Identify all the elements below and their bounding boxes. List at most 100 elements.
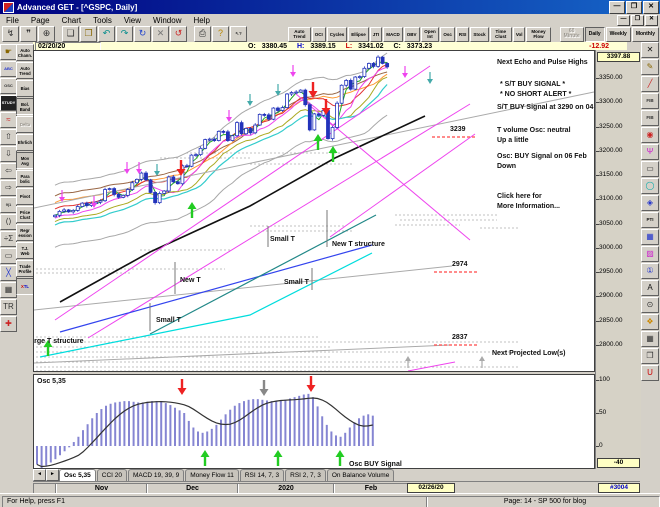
wave-labels-icon[interactable]: ABC — [0, 61, 17, 77]
text-tool-icon[interactable]: A — [641, 280, 659, 296]
pencil-icon[interactable]: ✎ — [641, 59, 659, 75]
menu-page[interactable]: Page — [30, 15, 50, 25]
prev-page-icon[interactable]: ↶ — [98, 26, 115, 42]
pointer-tool-icon[interactable]: ↯ — [2, 26, 19, 42]
cursor-date-box[interactable]: 02/26/20 — [407, 483, 455, 493]
pti-icon[interactable]: PTI — [641, 212, 659, 228]
timeframe-daily[interactable]: Daily — [584, 26, 605, 42]
delete-page-icon[interactable]: ✕ — [152, 26, 169, 42]
child-minimize-button[interactable]: — — [617, 15, 630, 26]
menu-help[interactable]: Help — [193, 15, 210, 25]
zoom-page-icon[interactable]: ⊕ — [38, 26, 55, 42]
study-button-time-clust[interactable]: Time Clust — [489, 26, 512, 42]
arrow-up-icon[interactable]: ⇧ — [0, 129, 17, 145]
study-bias[interactable]: Bias — [16, 80, 34, 97]
tr-icon[interactable]: TR — [0, 299, 17, 315]
tab-rsi-2-7-3[interactable]: RSI 2, 7, 3 — [285, 469, 326, 481]
sum-divide-icon[interactable]: ÷Σ — [0, 231, 17, 247]
study-button-rsi[interactable]: RSI — [455, 26, 470, 42]
tab-next-button[interactable]: ► — [46, 469, 59, 481]
study-button-oci[interactable]: OCI — [311, 26, 326, 42]
study-bol-band[interactable]: Bol. Band — [16, 98, 34, 115]
lines-icon[interactable]: ╳ — [0, 265, 17, 281]
price-chart[interactable]: Next Echo and Pulse Highs * S/T BUY SIGNA… — [33, 50, 595, 372]
close-chart-icon[interactable]: ✕ — [641, 42, 659, 58]
context-help-icon[interactable]: ↖? — [230, 26, 247, 42]
maximize-button[interactable]: ❐ — [626, 0, 642, 14]
tab-osc-5-35[interactable]: Osc 5,35 — [59, 469, 96, 481]
brackets-icon[interactable]: ⟨⟩ — [0, 214, 17, 230]
study-trade-profile[interactable]: Trade Profile — [16, 260, 34, 277]
tab-cci-20[interactable]: CCI 20 — [96, 469, 127, 481]
study-mov-avg[interactable]: Mov Avg — [16, 152, 34, 169]
study-pivot[interactable]: Pivot — [16, 188, 34, 205]
mob-icon[interactable]: ◈ — [641, 195, 659, 211]
print-icon[interactable]: ⎙ — [194, 26, 211, 42]
study-button-money-flow[interactable]: Money Flow — [526, 26, 551, 42]
help-icon[interactable]: ? — [212, 26, 229, 42]
study-button-open-int[interactable]: Open Int — [420, 26, 440, 42]
study-delta[interactable]: Delta — [16, 116, 34, 133]
wave-circle-icon[interactable]: ① — [641, 263, 659, 279]
chart-pointer-icon[interactable]: ☛ — [0, 44, 17, 60]
menu-view[interactable]: View — [123, 15, 142, 25]
study-t-j-web[interactable]: T.J. Web — [16, 242, 34, 259]
grid-icon[interactable]: ▦ — [641, 331, 659, 347]
study-button-osc[interactable]: Osc — [440, 26, 455, 42]
tab-on-balance-volume[interactable]: On Balance Volume — [326, 469, 395, 481]
page-lock-icon[interactable]: ❐ — [80, 26, 97, 42]
study-para-bolic[interactable]: Para bolic — [16, 170, 34, 187]
menu-window[interactable]: Window — [153, 15, 182, 25]
next-page-icon[interactable]: ↷ — [116, 26, 133, 42]
timeframe-monthly[interactable]: Monthly — [631, 26, 659, 42]
arrow-right-icon[interactable]: ⇨ — [0, 180, 17, 196]
study-regr-ession[interactable]: Regr ession — [16, 224, 34, 241]
close-button[interactable]: ✕ — [643, 0, 659, 14]
menu-chart[interactable]: Chart — [61, 15, 82, 25]
menu-file[interactable]: File — [6, 15, 19, 25]
new-page-icon[interactable]: ❏ — [62, 26, 79, 42]
study-button-jti[interactable]: JTI — [369, 26, 383, 42]
zoom-tool-icon[interactable]: ⊙ — [641, 297, 659, 313]
regression-channel-icon[interactable]: ▨ — [641, 246, 659, 262]
study-auto-trend[interactable]: Auto Trend — [16, 62, 34, 79]
undo-icon[interactable]: U — [641, 365, 659, 381]
study-xtl[interactable]: X TL — [16, 278, 34, 295]
timeframe-weekly[interactable]: Weekly — [605, 26, 631, 42]
timeframe-60-minute[interactable]: 60 Minute — [559, 26, 584, 42]
study-ehrlich[interactable]: Ehrlich — [16, 134, 34, 151]
study-button-obv[interactable]: OBV — [403, 26, 420, 42]
study-button-auto-trend[interactable]: Auto Trend — [288, 26, 311, 42]
palette-icon[interactable]: ❖ — [641, 314, 659, 330]
study-price-clust[interactable]: Price Clust — [16, 206, 34, 223]
study-button-stock[interactable]: Stock — [470, 26, 489, 42]
fib-time-icon[interactable]: FIB — [641, 110, 659, 126]
minimize-button[interactable]: — — [609, 0, 625, 14]
fib-retracement-icon[interactable]: FIB — [641, 93, 659, 109]
gann-box-icon[interactable]: ▦ — [0, 282, 17, 298]
osc-reset-icon[interactable]: OSC — [0, 78, 17, 94]
study-button-vol[interactable]: Vol — [512, 26, 526, 42]
study-auto-chann-[interactable]: Auto Chann. — [16, 44, 34, 61]
tab-prev-button[interactable]: ◄ — [33, 469, 46, 481]
ellipse-tool-icon[interactable]: ◯ — [641, 178, 659, 194]
gann-fan-icon[interactable]: ◉ — [641, 127, 659, 143]
elliott-icon[interactable]: ≈ — [0, 112, 17, 128]
trendline-icon[interactable]: ╱ — [641, 76, 659, 92]
study-icon[interactable]: STUDY — [0, 95, 17, 111]
child-restore-button[interactable]: ❐ — [631, 15, 644, 26]
copy-icon[interactable]: ❐ — [641, 348, 659, 364]
box-tool-icon[interactable]: ▭ — [0, 248, 17, 264]
rectangle-tool-icon[interactable]: ▭ — [641, 161, 659, 177]
study-button-cycles[interactable]: Cycles — [326, 26, 348, 42]
tj-web-icon[interactable]: ▦ — [641, 229, 659, 245]
crosshair-icon[interactable]: ✚ — [0, 316, 17, 332]
refresh-icon[interactable]: ↻ — [134, 26, 151, 42]
oscillator-panel[interactable]: Osc 5,35 Osc BUY Signal — [33, 374, 595, 469]
menu-tools[interactable]: Tools — [93, 15, 112, 25]
pitchfork-icon[interactable]: Ψ — [641, 144, 659, 160]
ratio-icon[interactable]: 9|1 — [0, 197, 17, 213]
study-button-macd[interactable]: MACD — [383, 26, 403, 42]
child-close-button[interactable]: ✕ — [645, 15, 658, 26]
tab-rsi-14-7-3[interactable]: RSI 14, 7, 3 — [239, 469, 285, 481]
